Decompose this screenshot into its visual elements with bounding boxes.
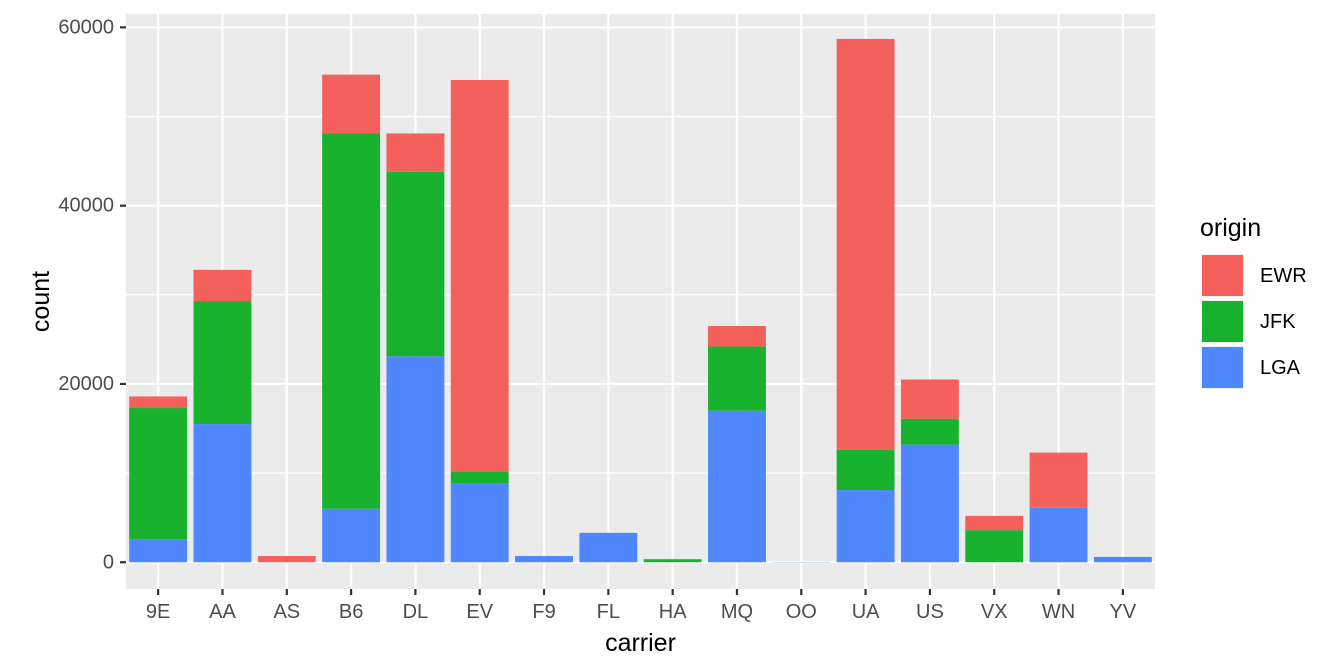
bar-9e-lga: [129, 539, 188, 563]
x-axis-title: carrier: [605, 629, 676, 657]
plot-panel: [126, 14, 1155, 589]
bar-ev-ewr: [450, 79, 509, 472]
bar-ua-lga: [836, 490, 895, 563]
y-tick-label: 20000: [58, 373, 114, 395]
bar-us-jfk: [900, 418, 959, 445]
bar-aa-ewr: [193, 269, 252, 302]
bar-vx-jfk: [965, 530, 1024, 563]
x-tick-label-us: US: [916, 601, 944, 623]
x-tick-label-mq: MQ: [721, 601, 753, 623]
bar-mq-ewr: [708, 326, 766, 347]
bar-us-lga: [900, 444, 959, 563]
bar-yv-lga: [1093, 556, 1152, 563]
bar-dl-ewr: [386, 133, 445, 172]
y-axis-title: count: [27, 271, 55, 332]
bar-ha-jfk: [643, 559, 702, 563]
bar-wn-ewr: [1029, 452, 1088, 508]
bar-us-ewr: [900, 379, 959, 419]
legend-swatch-ewr: [1202, 255, 1243, 296]
x-tick-label-dl: DL: [403, 601, 429, 623]
y-tick-label: 0: [103, 551, 114, 573]
x-tick-label-f9: F9: [532, 601, 555, 623]
y-tick-label: 60000: [58, 16, 114, 38]
bar-b6-ewr: [322, 74, 381, 134]
bar-b6-jfk: [322, 133, 381, 509]
legend-label-ewr: EWR: [1260, 265, 1307, 287]
x-tick-label-b6: B6: [339, 601, 363, 623]
x-tick-label-9e: 9E: [146, 601, 170, 623]
bars: [129, 38, 1152, 563]
x-tick-label-oo: OO: [786, 601, 817, 623]
legend-label-lga: LGA: [1260, 357, 1301, 379]
legend-swatch-jfk: [1202, 301, 1243, 342]
x-axis: 9E AA AS B6 DL EV F9 FL HA MQ OO UA US VX WN YV: [146, 589, 1137, 623]
legend-title: origin: [1200, 214, 1261, 242]
bar-9e-jfk: [129, 408, 188, 540]
bar-dl-lga: [386, 356, 445, 563]
bar-aa-jfk: [193, 301, 252, 425]
bar-wn-lga: [1029, 507, 1088, 563]
x-tick-label-ua: UA: [852, 601, 880, 623]
x-tick-label-fl: FL: [597, 601, 620, 623]
x-tick-label-wn: WN: [1042, 601, 1075, 623]
bar-mq-lga: [708, 410, 766, 563]
bar-ev-lga: [450, 483, 509, 563]
bar-vx-ewr: [965, 515, 1024, 531]
x-tick-label-as: AS: [273, 601, 300, 623]
x-tick-label-ha: HA: [659, 601, 687, 623]
bar-ev-jfk: [450, 471, 509, 484]
x-tick-label-vx: VX: [981, 601, 1008, 623]
legend: origin EWR JFK LGA: [1200, 214, 1307, 389]
bar-as-ewr: [257, 556, 316, 563]
legend-swatch-lga: [1202, 347, 1243, 388]
x-tick-label-aa: AA: [209, 601, 236, 623]
x-tick-label-ev: EV: [466, 601, 493, 623]
bar-mq-jfk: [708, 346, 766, 411]
bar-aa-lga: [193, 424, 252, 563]
x-tick-label-yv: YV: [1110, 601, 1137, 623]
minor-gridlines: [126, 115, 1155, 474]
bar-b6-lga: [322, 508, 381, 563]
y-axis: 0 20000 40000 60000: [58, 16, 126, 573]
bar-9e-ewr: [129, 396, 188, 409]
y-tick-label: 40000: [58, 195, 114, 217]
bar-dl-jfk: [386, 171, 445, 357]
bar-fl-lga: [579, 532, 638, 563]
bar-f9-lga: [515, 556, 573, 563]
bar-ua-ewr: [836, 38, 895, 450]
bar-ua-jfk: [836, 449, 895, 491]
legend-label-jfk: JFK: [1260, 311, 1296, 333]
